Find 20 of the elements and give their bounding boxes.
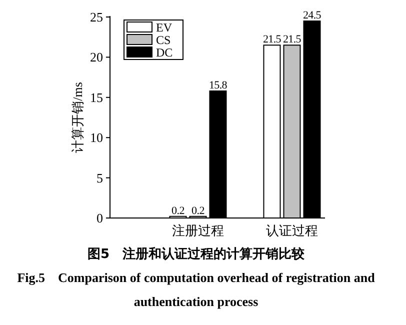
y-axis-title: 计算开销/ms (70, 82, 85, 153)
y-tick-label: 0 (96, 210, 103, 226)
y-tick-label: 10 (90, 130, 103, 146)
y-tick-label: 20 (90, 50, 103, 65)
data-label: 21.5 (282, 34, 302, 46)
text: Fig.5 Comparison of computation overhead of registration and authentication process (17, 270, 376, 309)
y-tick-label: 25 (90, 10, 103, 24)
x-tick-label: 注册过程 (172, 223, 224, 238)
data-label: 15.8 (208, 79, 228, 92)
legend-label: EV (156, 20, 172, 34)
legend-label: DC (156, 46, 173, 60)
legend-label: CS (156, 33, 171, 47)
y-tick-label: 5 (96, 170, 103, 186)
y-tick-label: 15 (90, 90, 103, 105)
x-tick-label: 认证过程 (266, 223, 318, 238)
data-label: 24.5 (302, 10, 322, 22)
data-label: 0.2 (192, 204, 204, 217)
text: 图5 注册和认证过程的计算开销比较 (87, 246, 306, 262)
data-label: 21.5 (262, 34, 282, 46)
data-label: 0.2 (172, 204, 184, 217)
